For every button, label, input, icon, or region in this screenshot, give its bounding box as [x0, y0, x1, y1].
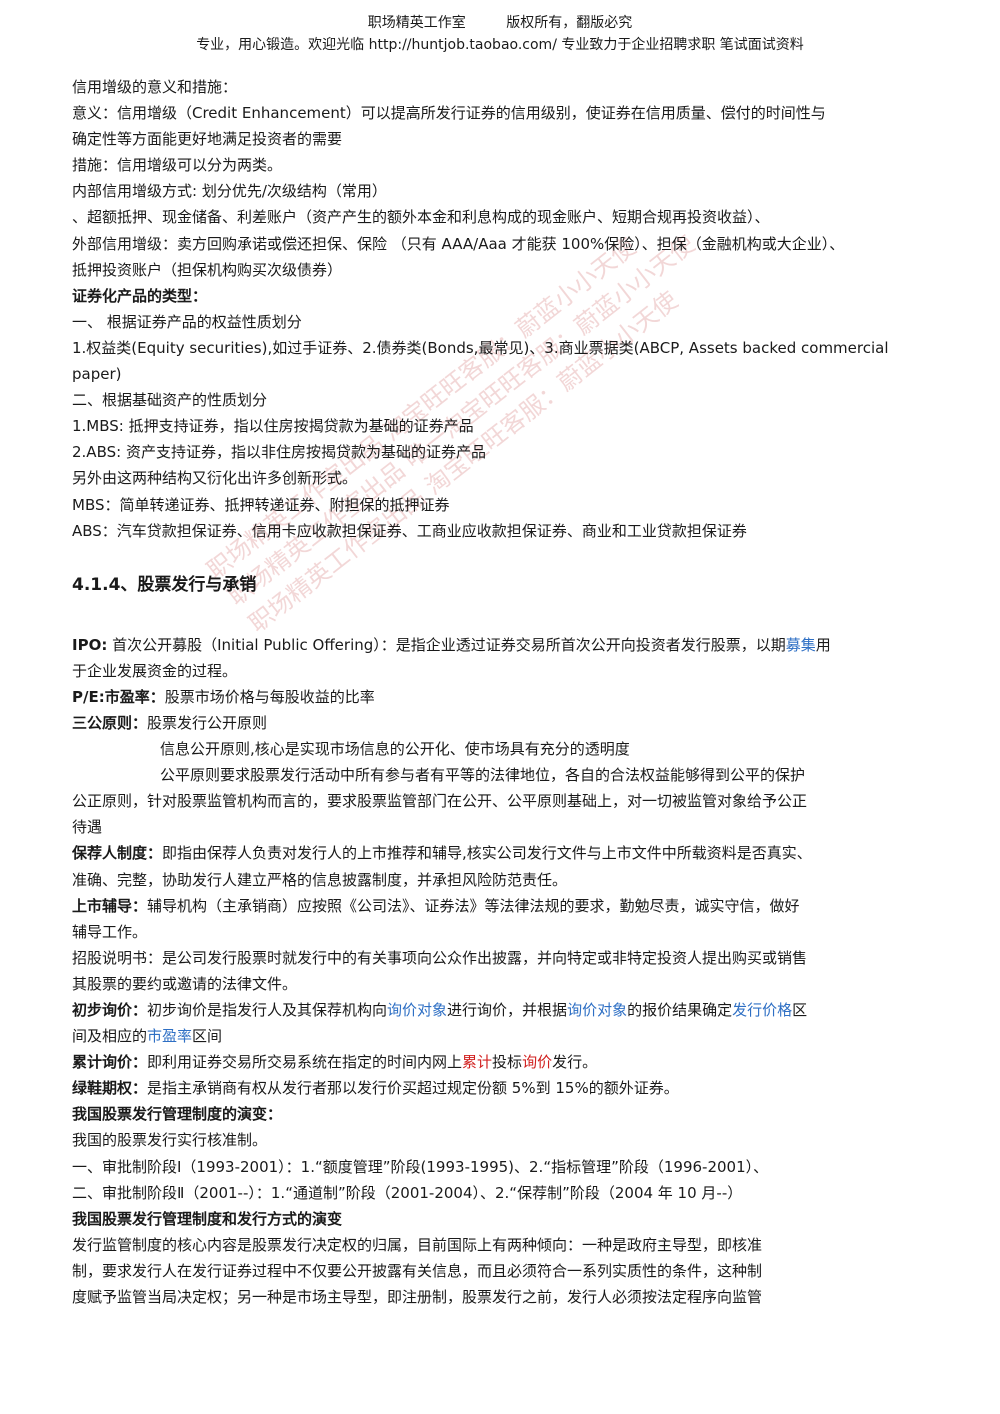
text-line: 上市辅导：辅导机构（主承销商）应按照《公司法》、证券法》等法律法规的要求，勤勉尽… [72, 896, 800, 915]
text-line: 2.ABS: 资产支持证券，指以非住房按揭贷款为基础的证券产品 [72, 443, 486, 462]
text-line: 公正原则，针对股票监管机构而言的，要求股票监管部门在公开、公平原则基础上，对一切… [72, 792, 808, 811]
text-line: 度赋予监管当局决定权；另一种是市场主导型，即注册制，股票发行之前，发行人必须按法… [72, 1288, 763, 1307]
text-line: 发行监管制度的核心内容是股票发行决定权的归属，目前国际上有两种倾向：一种是政府主… [72, 1235, 763, 1254]
text-line: paper) [72, 365, 122, 384]
text-line: 一、 根据证券产品的权益性质划分 [72, 312, 302, 331]
text-line: 公平原则要求股票发行活动中所有参与者有平等的法律地位，各自的合法权益能够得到公平… [160, 766, 806, 785]
text-line: 绿鞋期权：是指主承销商有权从发行者那以发行价买超过规定份额 5%到 15%的额外… [72, 1079, 679, 1098]
section-heading: 4.1.4、股票发行与承销 [72, 574, 257, 595]
text-line: 间及相应的市盈率区间 [72, 1027, 223, 1046]
text-line: MBS：简单转递证券、抵押转递证券、附担保的抵押证券 [72, 495, 450, 514]
inquiry-object-link[interactable]: 询价对象 [387, 1001, 448, 1019]
studio-name: 职场精英工作室 [367, 15, 466, 31]
text-line: 二、审批制阶段Ⅱ（2001--）：1.“通道制”阶段（2001-2004）、2.… [72, 1183, 743, 1202]
document-body: 信用增级的意义和措施： 意义：信用增级（Credit Enhancement）可… [72, 74, 930, 1310]
text-line: 三公原则：股票发行公开原则 [72, 713, 268, 732]
section-title: 我国股票发行管理制度的演变： [72, 1105, 283, 1124]
text-line: 制，要求发行人在发行证券过程中不仅要公开披露有关信息，而且必须符合一系列实质性的… [72, 1261, 763, 1280]
inquiry-object-link[interactable]: 询价对象 [567, 1001, 628, 1019]
text-line: 外部信用增级：卖方回购承诺或偿还担保、保险 （只有 AAA/Aaa 才能获 10… [72, 234, 845, 253]
text-line: 初步询价：初步询价是指发行人及其保荐机构向询价对象进行询价，并根据询价对象的报价… [72, 1001, 808, 1019]
text-line: 我国的股票发行实行核准制。 [72, 1131, 268, 1150]
pe-ratio-link[interactable]: 市盈率 [147, 1027, 193, 1046]
text-line: 其股票的要约或邀请的法律文件。 [72, 974, 298, 993]
text-line: P/E:市盈率：股票市场价格与每股收益的比率 [72, 687, 375, 706]
page-header: 职场精英工作室 版权所有，翻版必究 专业，用心锻造。欢迎光临 http://hu… [0, 12, 1000, 56]
text-line: 保荐人制度：即指由保荐人负责对发行人的上市推荐和辅导,核实公司发行文件与上市文件… [72, 844, 812, 863]
inquiry-link[interactable]: 询价 [522, 1053, 553, 1072]
text-line: 一、审批制阶段Ⅰ（1993-2001）：1.“额度管理”阶段(1993-1995… [72, 1157, 769, 1176]
header-slogan: 专业，用心锻造。欢迎光临 http://huntjob.taobao.com/ … [196, 37, 804, 53]
text-line: 内部信用增级方式: 划分优先/次级结构（常用） [72, 182, 387, 201]
text-line: 1.权益类(Equity securities),如过手证券、2.债券类(Bon… [72, 338, 889, 357]
text-line: 确定性等方面能更好地满足投资者的需要 [72, 130, 343, 149]
text-line: 、超额抵押、现金储备、利差账户（资产产生的额外本金和利息构成的现金账户、短期合规… [72, 208, 770, 227]
text-line: IPO: 首次公开募股（Initial Public Offering）：是指企… [72, 635, 831, 654]
text-line: 信息公开原则,核心是实现市场信息的公开化、使市场具有充分的透明度 [160, 740, 630, 759]
header-line1: 职场精英工作室 版权所有，翻版必究 [0, 12, 1000, 34]
text-line: 于企业发展资金的过程。 [72, 661, 238, 680]
text-line: 意义：信用增级（Credit Enhancement）可以提高所发行证券的信用级… [72, 104, 826, 123]
text-line: 信用增级的意义和措施： [72, 78, 238, 96]
text-line: 1.MBS: 抵押支持证券，指以住房按揭贷款为基础的证券产品 [72, 417, 474, 436]
text-line: 另外由这两种结构又衍化出许多创新形式。 [72, 469, 358, 488]
section-title: 我国股票发行管理制度和发行方式的演变 [72, 1209, 343, 1228]
copyright-notice: 版权所有，翻版必究 [506, 15, 633, 31]
text-line: 待遇 [72, 818, 103, 837]
cumulative-link[interactable]: 累计 [462, 1053, 493, 1072]
text-line: 准确、完整，协助发行人建立严格的信息披露制度，并承担风险防范责任。 [72, 870, 568, 889]
section-title: 证券化产品的类型： [72, 286, 208, 305]
text-line: 二、根据基础资产的性质划分 [72, 391, 268, 410]
text-line: 措施：信用增级可以分为两类。 [72, 156, 283, 175]
text-line: 辅导工作。 [72, 922, 148, 941]
text-line: ABS：汽车贷款担保证券、信用卡应收款担保证券、工商业应收款担保证券、商业和工业… [72, 521, 747, 540]
fundraising-link[interactable]: 募集 [785, 635, 816, 654]
text-line: 抵押投资账户（担保机构购买次级债券） [72, 260, 343, 279]
text-line: 累计询价：即利用证券交易所交易系统在指定的时间内网上累计投标询价发行。 [72, 1053, 598, 1072]
issue-price-link[interactable]: 发行价格 [732, 1001, 793, 1019]
text-line: 招股说明书：是公司发行股票时就发行中的有关事项向公众作出披露，并向特定或非特定投… [72, 948, 808, 967]
